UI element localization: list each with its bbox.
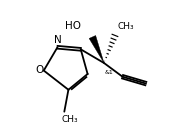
Text: &1: &1: [104, 70, 113, 75]
Text: N: N: [54, 35, 62, 45]
Text: O: O: [36, 65, 44, 75]
Text: HO: HO: [65, 21, 81, 31]
Text: CH₃: CH₃: [62, 115, 78, 124]
Text: CH₃: CH₃: [117, 22, 134, 31]
Polygon shape: [89, 35, 104, 63]
